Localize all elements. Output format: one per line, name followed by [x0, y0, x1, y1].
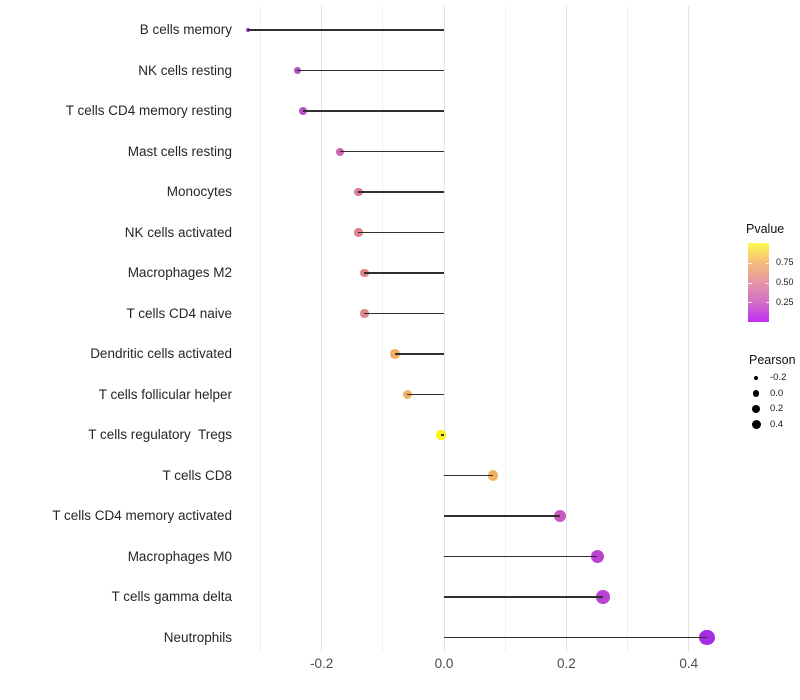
lollipop-stem — [248, 29, 444, 31]
pearson-legend-label: 0.4 — [770, 418, 784, 430]
gridline-major — [443, 6, 445, 652]
y-axis-label: NK cells activated — [124, 224, 232, 240]
lollipop-dot — [590, 550, 604, 563]
gridline-major — [688, 6, 690, 652]
y-axis-label: T cells gamma delta — [111, 589, 232, 604]
x-tick-label: 0.2 — [557, 656, 576, 671]
y-axis-label: Monocytes — [166, 184, 232, 199]
y-axis-label: Macrophages M2 — [127, 265, 232, 280]
colorbar-tick-mark — [765, 262, 769, 264]
colorbar-tick-mark — [748, 282, 752, 284]
lollipop-stem — [440, 434, 444, 436]
y-axis-label: T cells CD4 memory resting — [65, 103, 232, 118]
gridline-major — [321, 6, 323, 652]
colorbar-tick-mark — [748, 262, 752, 264]
lollipop-dot — [554, 510, 567, 522]
pearson-legend-dot — [752, 390, 760, 397]
y-axis-label: B cells memory — [139, 22, 232, 37]
lollipop-stem — [444, 636, 708, 639]
colorbar-tick-mark — [748, 302, 752, 304]
gridline-minor — [504, 6, 506, 652]
pearson-legend-label: -0.2 — [770, 372, 787, 383]
lollipop-stem — [364, 272, 444, 274]
y-axis-label: Neutrophils — [163, 629, 232, 645]
pearson-legend-label: 0.0 — [770, 387, 784, 399]
lollipop-stem — [303, 110, 444, 112]
y-axis-label: NK cells resting — [138, 62, 232, 78]
lollipop-stem — [297, 69, 444, 72]
y-axis-label: T cells follicular helper — [98, 386, 232, 402]
lollipop-stem — [407, 393, 444, 396]
lollipop-stem — [444, 596, 604, 598]
pearson-legend-dot — [752, 405, 760, 413]
pearson-legend-dot — [751, 420, 761, 429]
lollipop-dot — [596, 590, 610, 604]
colorbar-tick-mark — [765, 302, 769, 304]
y-axis-label: Mast cells resting — [127, 143, 232, 159]
y-axis-label: Macrophages M0 — [127, 548, 232, 564]
lollipop-dot — [487, 470, 499, 481]
lollipop-stem — [444, 515, 561, 517]
x-tick-label: 0.0 — [434, 656, 454, 671]
x-tick-label: -0.2 — [309, 656, 334, 671]
lollipop-dot — [699, 629, 715, 646]
pearson-legend-title: Pearson — [749, 353, 796, 367]
lollipop-stem — [444, 555, 597, 558]
colorbar-tick-label: 0.25 — [776, 296, 794, 307]
lollipop-stem — [395, 353, 444, 355]
pvalue-colorbar — [748, 243, 769, 322]
gridline-minor — [382, 6, 384, 652]
colorbar-tick-label: 0.75 — [776, 257, 794, 268]
y-axis-label: T cells CD4 memory activated — [52, 508, 232, 523]
colorbar-tick-mark — [765, 282, 769, 284]
pvalue-legend-title: Pvalue — [746, 222, 785, 236]
pearson-legend-label: 0.2 — [770, 403, 784, 414]
lollipop-stem — [364, 312, 444, 315]
y-axis-label: T cells regulatory Tregs — [88, 427, 232, 442]
lollipop-stem — [444, 474, 493, 477]
lollipop-stem — [358, 231, 444, 234]
gridline-major — [565, 6, 567, 652]
gridline-minor — [259, 6, 261, 652]
gridline-minor — [627, 6, 629, 652]
lollipop-stem — [339, 150, 444, 153]
colorbar-tick-label: 0.50 — [776, 277, 794, 287]
pearson-legend-dot — [753, 375, 759, 381]
y-axis-label: T cells CD8 — [162, 467, 232, 483]
lollipop-stem — [358, 191, 444, 193]
x-tick-label: 0.4 — [679, 656, 699, 671]
y-axis-label: Dendritic cells activated — [90, 346, 232, 361]
y-axis-label: T cells CD4 naive — [126, 305, 232, 321]
